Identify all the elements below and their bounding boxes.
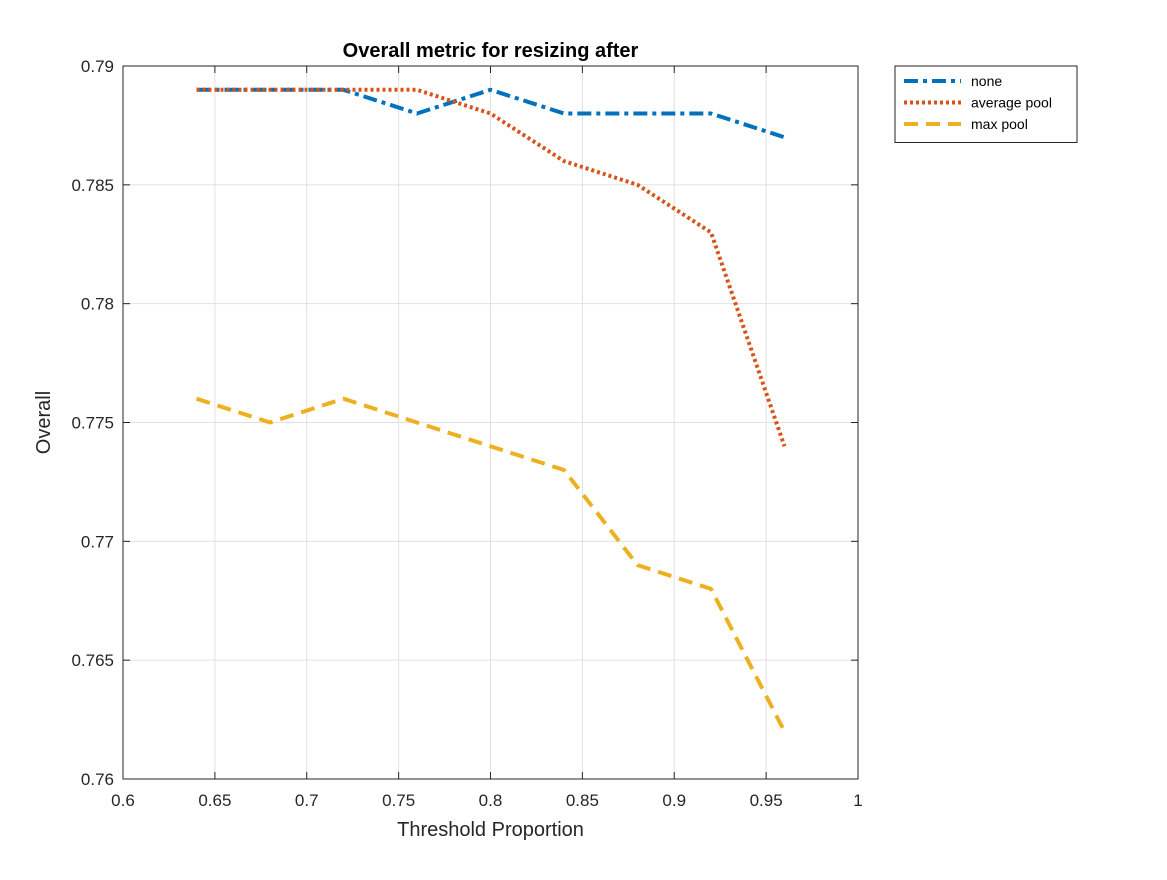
series-line-max-pool [195,396,787,733]
x-tick-label: 0.95 [750,791,783,810]
y-tick-label: 0.79 [81,57,114,76]
chart-title: Overall metric for resizing after [343,40,639,62]
x-tick-label: 0.75 [382,791,415,810]
legend: none average pool max pool [894,65,1078,143]
y-tick-label: 0.765 [71,651,114,670]
y-tick-label: 0.78 [81,295,114,314]
y-axis-label: Overall [33,391,55,454]
x-tick-label: 0.6 [111,791,135,810]
x-tick-label: 0.85 [566,791,599,810]
legend-label: max pool [971,116,1028,132]
series-lines [195,87,787,733]
legend-label: none [971,73,1002,89]
series-line-average-pool [196,87,787,447]
x-tick-label: 0.9 [662,791,686,810]
y-tick-label: 0.785 [71,176,114,195]
axis-ticks: 0.6 0.65 0.7 0.75 0.8 0.85 0.9 0.95 1 0.76 0.765 0.… [71,57,862,810]
x-tick-label: 0.65 [198,791,231,810]
y-tick-label: 0.76 [81,770,114,789]
x-axis-label: Threshold Proportion [397,819,584,841]
legend-box [894,65,1078,143]
x-tick-label: 0.8 [479,791,503,810]
grid-lines [122,65,859,780]
x-tick-label: 1 [853,791,862,810]
legend-label: average pool [971,95,1052,111]
x-tick-label: 0.7 [295,791,319,810]
y-tick-label: 0.77 [81,532,114,551]
y-tick-label: 0.775 [71,414,114,433]
